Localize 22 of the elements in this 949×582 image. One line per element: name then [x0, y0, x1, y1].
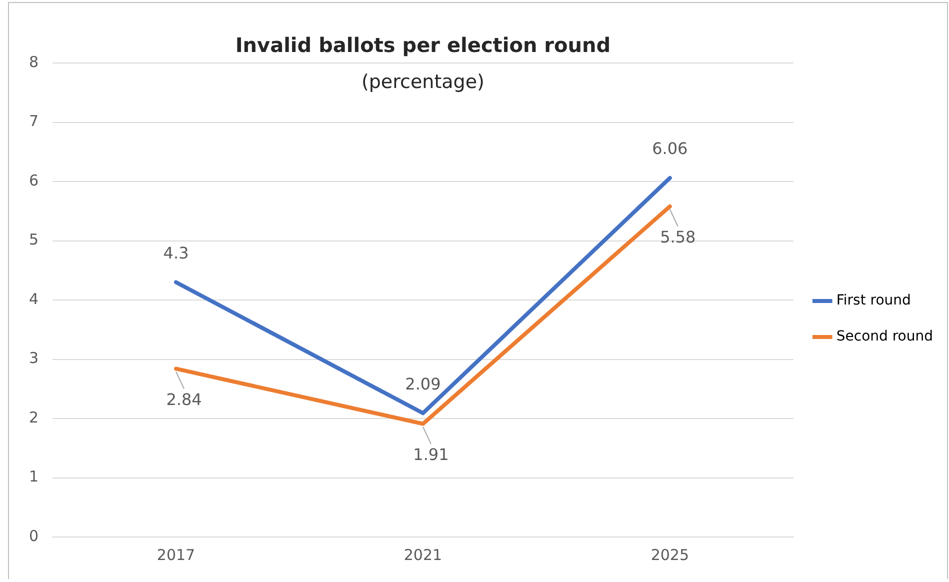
x-tick-label: 2017 [156, 546, 196, 564]
data-label: 4.3 [163, 243, 189, 262]
chart-title: Invalid ballots per election round [235, 33, 611, 58]
data-label: 5.58 [660, 228, 696, 247]
x-tick-label: 2025 [650, 546, 689, 564]
y-tick-label: 4 [28, 290, 39, 308]
y-tick-label: 8 [28, 52, 39, 71]
legend-label: First round [836, 292, 911, 309]
x-tick-label: 2021 [404, 546, 442, 564]
data-label: 2.84 [166, 390, 202, 409]
chart-subtitle: (percentage) [361, 70, 484, 93]
data-label: 2.09 [405, 374, 441, 394]
y-tick-label: 2 [28, 408, 39, 426]
y-tick-label: 1 [28, 468, 39, 486]
data-label: 6.06 [652, 139, 688, 158]
y-tick-label: 7 [28, 112, 39, 130]
y-tick-label: 5 [28, 230, 39, 249]
y-tick-label: 3 [28, 349, 39, 368]
data-label: 1.91 [413, 444, 449, 464]
y-tick-label: 0 [28, 526, 39, 545]
legend-label: Second round [836, 328, 934, 345]
y-tick-label: 6 [28, 171, 39, 190]
